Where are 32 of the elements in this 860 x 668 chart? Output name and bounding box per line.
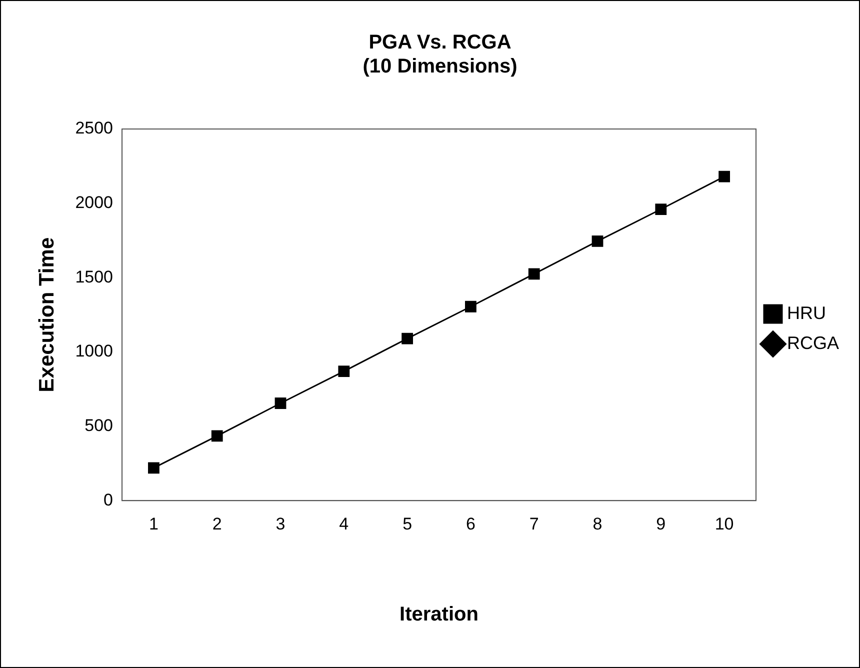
- y-axis-title: Execution Time: [35, 237, 58, 392]
- x-tick-label: 1: [148, 514, 158, 534]
- x-axis-title: Iteration: [400, 604, 478, 626]
- x-tick-label: 6: [466, 514, 476, 534]
- point: [528, 268, 540, 280]
- point: [465, 300, 476, 312]
- y-tick-label: 1500: [75, 267, 114, 286]
- point: [211, 430, 223, 442]
- point: [274, 398, 286, 409]
- x-tick-label: 7: [529, 514, 539, 534]
- x-tick-label: 2: [212, 514, 222, 534]
- x-tick-label: 4: [339, 514, 349, 534]
- x-tick-label: 8: [592, 514, 602, 534]
- point: [338, 366, 350, 377]
- chart-subtitle: (10 Dimensions): [362, 56, 518, 78]
- point: [402, 332, 414, 344]
- chart-title: PGA Vs. RCGA: [368, 32, 512, 54]
- point: [718, 170, 730, 182]
- point: [655, 204, 667, 215]
- legend-label: RCGA: [786, 332, 840, 353]
- x-tick-label: 3: [276, 514, 286, 534]
- y-tick-label: 500: [84, 416, 114, 435]
- x-tick-label: 9: [656, 514, 666, 534]
- y-tick-label: 0: [104, 490, 114, 510]
- point: [592, 236, 604, 247]
- y-tick-label: 2500: [75, 118, 114, 138]
- legend-label: HRU: [786, 302, 826, 323]
- y-tick-label: 2000: [75, 193, 114, 212]
- point: [148, 462, 160, 474]
- x-tick-label: 5: [402, 514, 412, 534]
- y-tick-label: 1000: [75, 342, 114, 361]
- x-tick-label: 10: [714, 514, 734, 534]
